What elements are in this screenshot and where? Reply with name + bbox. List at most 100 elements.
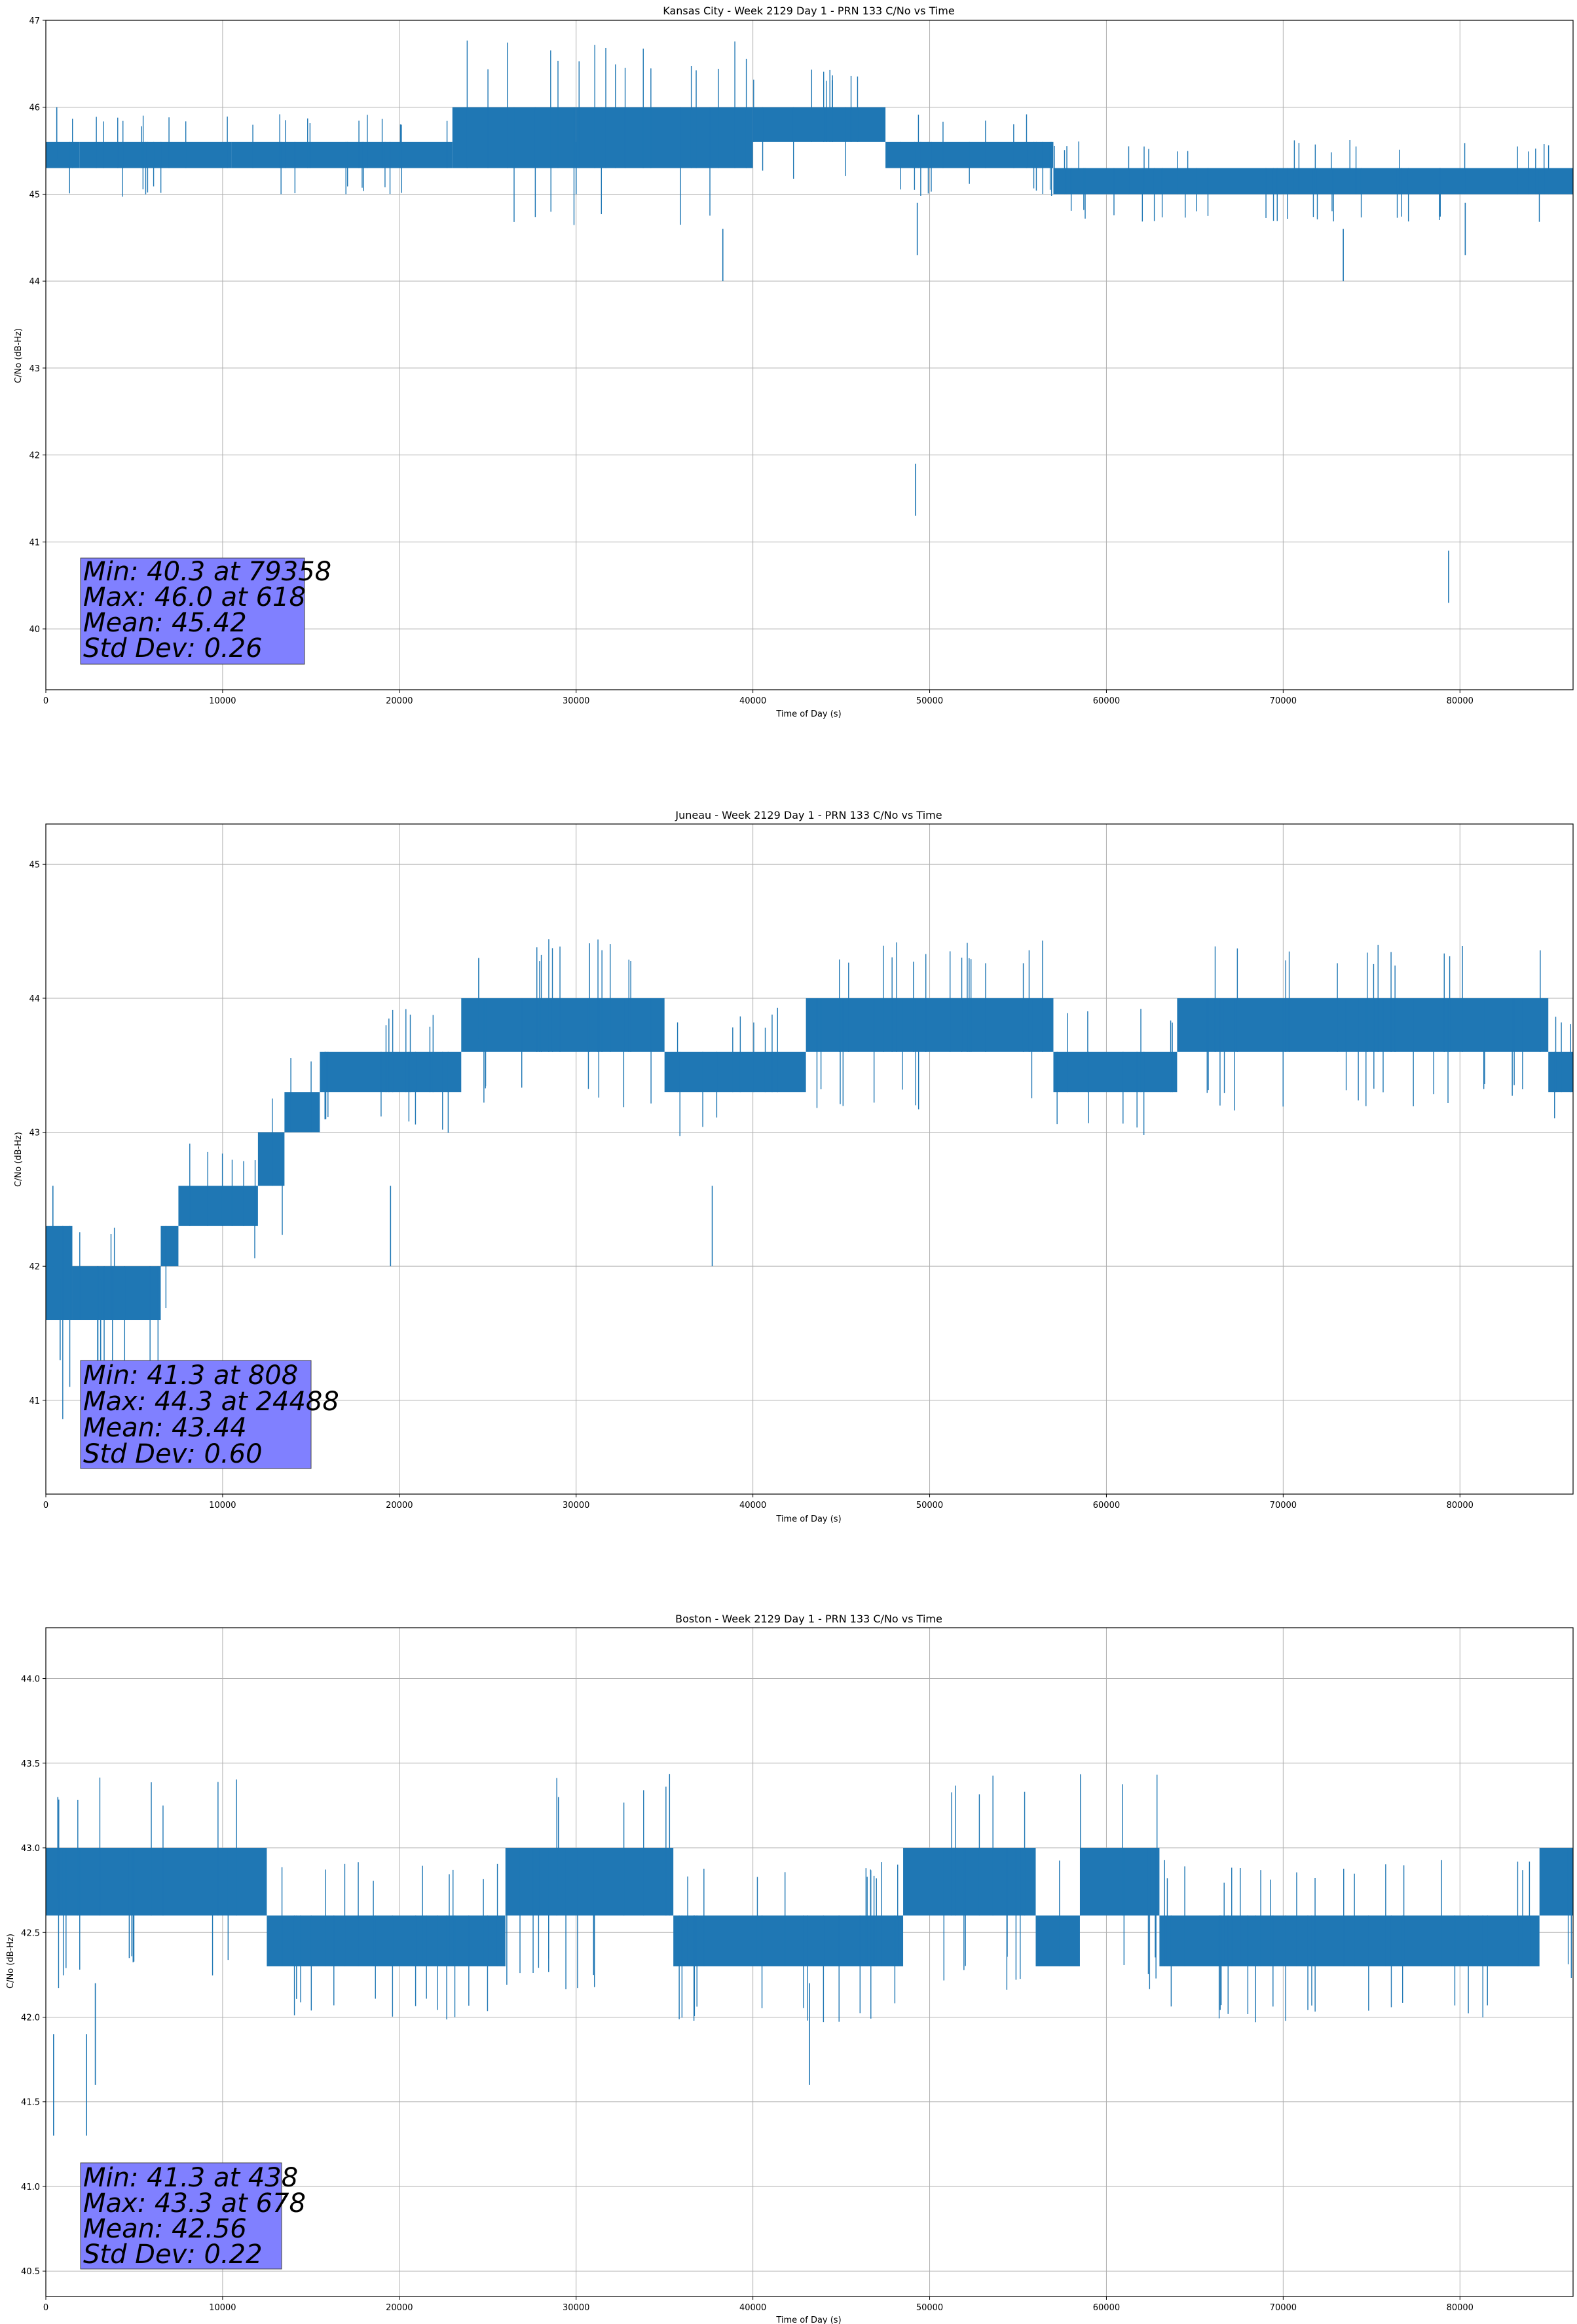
- y-tick-label: 44: [29, 277, 40, 287]
- x-axis-label: Time of Day (s): [775, 2315, 841, 2324]
- y-tick-label: 43.0: [21, 1844, 40, 1854]
- series-band: [231, 141, 453, 168]
- x-tick-label: 0: [43, 1501, 48, 1510]
- x-tick-label: 70000: [1270, 1501, 1297, 1510]
- stat-min: Min: 40.3 at 79358: [83, 557, 331, 587]
- x-tick-label: 80000: [1447, 1501, 1474, 1510]
- chart-panel-boston: Boston - Week 2129 Day 1 - PRN 133 C/No …: [6, 1613, 1574, 2324]
- y-axis-label: C/No (dB-Hz): [6, 1934, 16, 1989]
- data-series: [46, 40, 1573, 603]
- x-axis-label: Time of Day (s): [775, 709, 841, 719]
- y-tick-label: 40.5: [21, 2267, 40, 2277]
- y-tick-label: 43: [29, 1129, 40, 1138]
- plot-frame: [45, 1627, 1574, 2297]
- x-tick-label: 80000: [1447, 696, 1474, 706]
- series-band: [505, 1848, 674, 1916]
- x-tick-label: 20000: [386, 2303, 413, 2313]
- x-tick-label: 40000: [739, 696, 766, 706]
- x-tick-label: 50000: [916, 2303, 943, 2313]
- x-tick-label: 40000: [739, 2303, 766, 2313]
- y-tick-label: 41: [29, 538, 40, 548]
- stat-max: Max: 46.0 at 618: [83, 582, 306, 612]
- stats-box: Min: 41.3 at 808 Max: 44.3 at 24488 Mean…: [80, 1360, 339, 1469]
- axes: 0 10000 20000 30000 40000 50000 60000 70000 8000…: [29, 823, 1574, 1510]
- stat-min: Min: 41.3 at 808: [83, 1360, 298, 1391]
- data-series: [46, 1774, 1573, 2136]
- series-band: [1053, 1051, 1178, 1093]
- y-tick-label: 43.5: [21, 1759, 40, 1769]
- series-band: [267, 1915, 506, 1966]
- series-band: [1177, 998, 1549, 1052]
- axes: 0 10000 20000 30000 40000 50000 60000 70000 8000…: [29, 16, 1574, 706]
- series-band: [178, 1186, 258, 1226]
- x-tick-label: 20000: [386, 696, 413, 706]
- y-tick-label: 43: [29, 364, 40, 374]
- stat-max: Max: 43.3 at 678: [83, 2188, 306, 2219]
- x-tick-label: 50000: [916, 1501, 943, 1510]
- stat-min: Min: 41.3 at 438: [83, 2163, 298, 2193]
- x-axis-label: Time of Day (s): [775, 1514, 841, 1524]
- stats-box-background: [80, 557, 305, 665]
- x-tick-label: 0: [43, 696, 48, 706]
- series-band: [673, 1915, 904, 1966]
- plot-frame: [45, 823, 1574, 1495]
- y-tick-label: 42.0: [21, 2014, 40, 2023]
- stat-mean: Mean: 43.44: [83, 1413, 247, 1443]
- series-band: [257, 1132, 285, 1186]
- series-band: [160, 1226, 179, 1267]
- y-tick-label: 40: [29, 625, 40, 635]
- y-axis-label: C/No (dB-Hz): [14, 1132, 24, 1187]
- y-tick-label: 42: [29, 451, 40, 461]
- stat-std-dev: Std Dev: 0.22: [83, 2240, 263, 2270]
- series-band: [806, 998, 1054, 1052]
- stats-box: Min: 40.3 at 79358 Max: 46.0 at 618 Mean…: [80, 557, 331, 665]
- y-tick-label: 41: [29, 1396, 40, 1406]
- x-tick-label: 80000: [1447, 2303, 1474, 2313]
- y-tick-label: 45: [29, 860, 40, 870]
- x-tick-label: 10000: [209, 696, 236, 706]
- x-tick-label: 50000: [916, 696, 943, 706]
- x-tick-label: 40000: [739, 1501, 766, 1510]
- stats-box-background: [80, 2162, 282, 2270]
- series-band: [576, 107, 753, 168]
- series-band: [46, 1226, 73, 1321]
- y-tick-label: 47: [29, 16, 40, 26]
- chart-title: Juneau - Week 2129 Day 1 - PRN 133 C/No …: [675, 809, 942, 821]
- x-tick-label: 60000: [1093, 696, 1120, 706]
- stat-mean: Mean: 45.42: [83, 608, 247, 638]
- y-tick-label: 46: [29, 103, 40, 113]
- chart-panel-juneau: Juneau - Week 2129 Day 1 - PRN 133 C/No …: [14, 809, 1574, 1524]
- stat-max: Max: 44.3 at 24488: [83, 1387, 339, 1417]
- x-tick-label: 10000: [209, 1501, 236, 1510]
- x-tick-label: 0: [43, 2303, 48, 2313]
- series-band: [1079, 1848, 1160, 1916]
- x-tick-label: 70000: [1270, 2303, 1297, 2313]
- plot-frame: [45, 20, 1574, 690]
- x-tick-label: 60000: [1093, 1501, 1120, 1510]
- y-tick-label: 44.0: [21, 1675, 40, 1685]
- series-band: [1539, 1848, 1573, 1916]
- series-band: [461, 998, 665, 1052]
- axes: 0 10000 20000 30000 40000 50000 60000 70000 8000…: [21, 1627, 1574, 2313]
- x-tick-label: 30000: [563, 2303, 589, 2313]
- series-band: [1035, 1915, 1080, 1966]
- series-band: [320, 1051, 462, 1093]
- stats-box-background: [80, 1360, 312, 1469]
- series-band: [72, 1266, 161, 1321]
- x-tick-label: 10000: [209, 2303, 236, 2313]
- chart-title: Kansas City - Week 2129 Day 1 - PRN 133 …: [663, 5, 954, 17]
- y-axis-label: C/No (dB-Hz): [14, 328, 24, 383]
- x-tick-label: 70000: [1270, 696, 1297, 706]
- y-tick-label: 42.5: [21, 1928, 40, 1938]
- x-tick-label: 30000: [563, 1501, 589, 1510]
- series-band: [903, 1848, 1036, 1916]
- y-tick-label: 41.0: [21, 2183, 40, 2192]
- series-band: [284, 1092, 320, 1133]
- data-series: [46, 939, 1573, 1419]
- y-tick-label: 44: [29, 994, 40, 1004]
- x-tick-label: 30000: [563, 696, 589, 706]
- series-band: [46, 141, 80, 168]
- x-tick-label: 60000: [1093, 2303, 1120, 2313]
- gridlines: [46, 20, 1573, 690]
